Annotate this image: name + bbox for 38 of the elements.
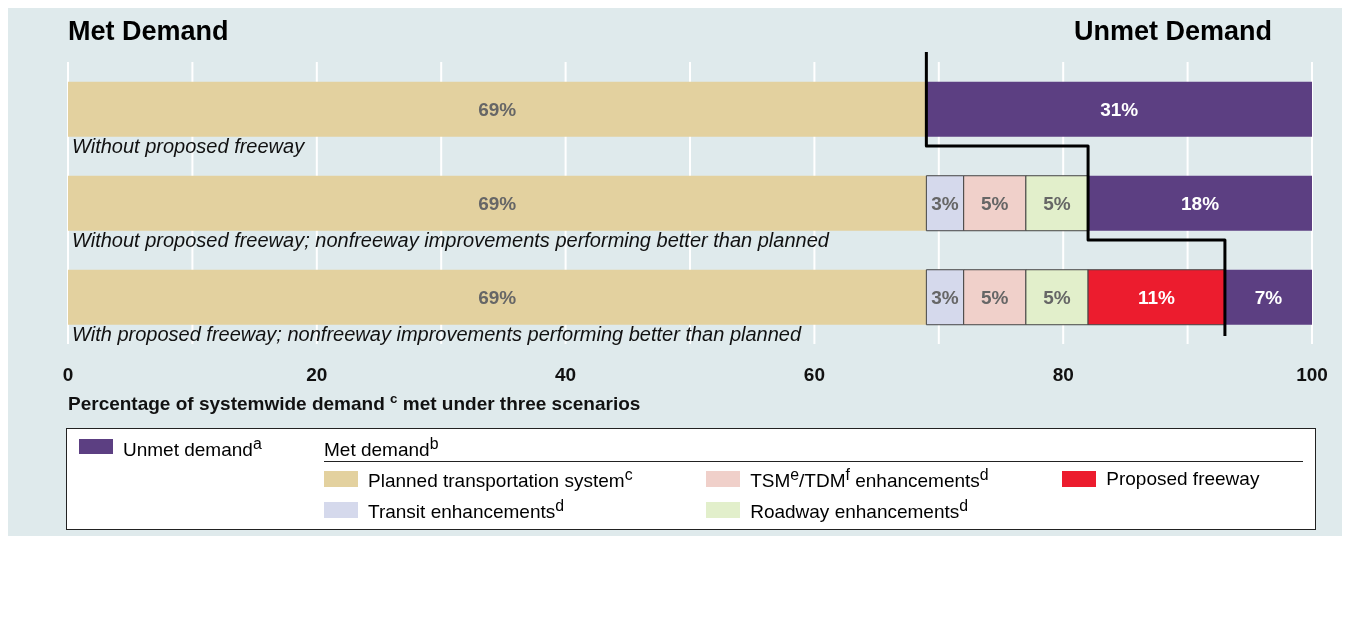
bar: [1088, 175, 1312, 231]
data-label: 5%: [1043, 286, 1071, 308]
bar: [68, 81, 927, 137]
x-tick-label: 40: [555, 364, 577, 386]
data-label: 69%: [478, 286, 517, 308]
data-label: 18%: [1181, 192, 1220, 214]
text: Unmet Demand: [1073, 16, 1272, 46]
legend-label: Unmet demand$^{a}$: [123, 435, 262, 462]
y-tick-label: With proposed freeway; nonfreeway improvements performing better than planned: [72, 323, 802, 345]
legend-title: Met demand$^{b}$: [324, 435, 439, 461]
x-axis-title: Percentage of systemwide demand $^{c}$ met under three scenarios: [68, 390, 641, 414]
data-label: 5%: [1043, 192, 1071, 214]
legend-label: TSM$^{e}$/TDM$^{f}$ enhancements$^{d}$: [750, 466, 989, 493]
x-tick-label: 80: [1052, 364, 1074, 386]
x-tick-label: 60: [803, 364, 825, 386]
text: Met Demand: [68, 16, 229, 46]
bar: [1224, 269, 1312, 325]
x-tick-label: 100: [1296, 364, 1328, 386]
data-label: 7%: [1254, 286, 1283, 308]
data-label: 5%: [981, 192, 1009, 214]
bar: [68, 175, 927, 231]
legend-label: Transit enhancements$^{d}$: [368, 496, 565, 523]
legend-label: Planned transportation system$^{c}$: [368, 466, 633, 493]
bar: [926, 81, 1312, 137]
y-tick-label: Without proposed freeway: [72, 135, 306, 157]
legend-label: Proposed freeway: [1106, 468, 1260, 491]
x-tick-label: 0: [62, 364, 74, 386]
data-label: 3%: [931, 286, 959, 308]
data-label: 5%: [981, 286, 1009, 308]
bar: [68, 269, 927, 325]
legend-label: Roadway enhancements$^{d}$: [750, 496, 969, 523]
data-label: 3%: [931, 192, 959, 214]
y-tick-label: Without proposed freeway; nonfreeway improvements performing better than planned: [72, 229, 830, 251]
data-label: 31%: [1100, 98, 1139, 120]
x-tick-label: 20: [306, 364, 328, 386]
data-label: 69%: [478, 192, 517, 214]
data-label: 69%: [478, 98, 517, 120]
data-label: 11%: [1138, 286, 1176, 308]
